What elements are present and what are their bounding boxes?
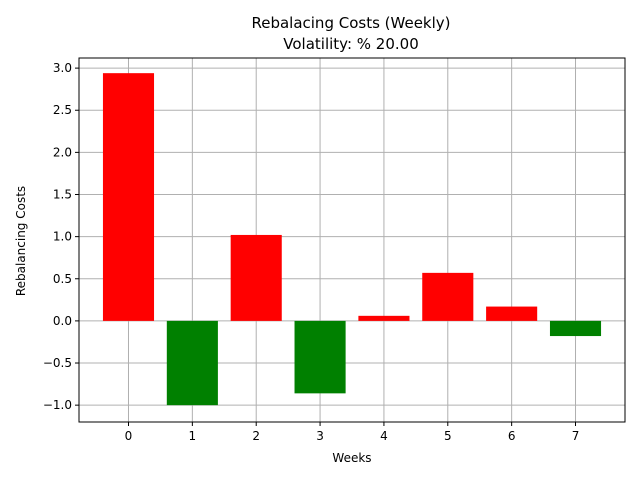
bar-week-7 bbox=[549, 320, 602, 337]
chart-title: Rebalacing Costs (Weekly) bbox=[251, 14, 450, 32]
bar-week-5 bbox=[422, 272, 474, 321]
y-tick-label: −0.5 bbox=[43, 356, 72, 370]
bar-week-0 bbox=[102, 73, 155, 321]
grid bbox=[79, 58, 625, 422]
bar-week-6 bbox=[486, 306, 538, 321]
ticks: −1.0 −0.5 0.0 0.5 1.0 1.5 2.0 2.5 3.0 0 1 2 3 4 5 6 7 bbox=[43, 61, 579, 443]
x-axis-label: Weeks bbox=[332, 451, 371, 465]
bar-week-3 bbox=[294, 320, 346, 394]
y-tick-label: 2.0 bbox=[53, 145, 72, 159]
plot-frame bbox=[78, 57, 626, 423]
y-axis-label: Rebalancing Costs bbox=[14, 186, 28, 296]
x-tick-label: 1 bbox=[189, 429, 197, 443]
x-tick-label: 0 bbox=[125, 429, 133, 443]
y-tick-label: 2.5 bbox=[53, 103, 72, 117]
y-tick-label: 0.5 bbox=[53, 272, 72, 286]
x-tick-label: 5 bbox=[444, 429, 452, 443]
chart-subtitle: Volatility: % 20.00 bbox=[283, 35, 418, 53]
y-tick-label: 3.0 bbox=[53, 61, 72, 75]
bars bbox=[102, 73, 602, 406]
y-tick-label: 1.5 bbox=[53, 188, 72, 202]
x-tick-label: 6 bbox=[508, 429, 516, 443]
y-tick-label: −1.0 bbox=[43, 398, 72, 412]
bar-week-4 bbox=[358, 315, 410, 321]
x-tick-label: 7 bbox=[572, 429, 580, 443]
x-tick-label: 3 bbox=[316, 429, 324, 443]
y-tick-label: 1.0 bbox=[53, 230, 72, 244]
x-tick-label: 4 bbox=[380, 429, 388, 443]
x-tick-label: 2 bbox=[252, 429, 260, 443]
bar-week-1 bbox=[166, 320, 218, 406]
y-tick-label: 0.0 bbox=[53, 314, 72, 328]
bar-week-2 bbox=[230, 234, 282, 321]
